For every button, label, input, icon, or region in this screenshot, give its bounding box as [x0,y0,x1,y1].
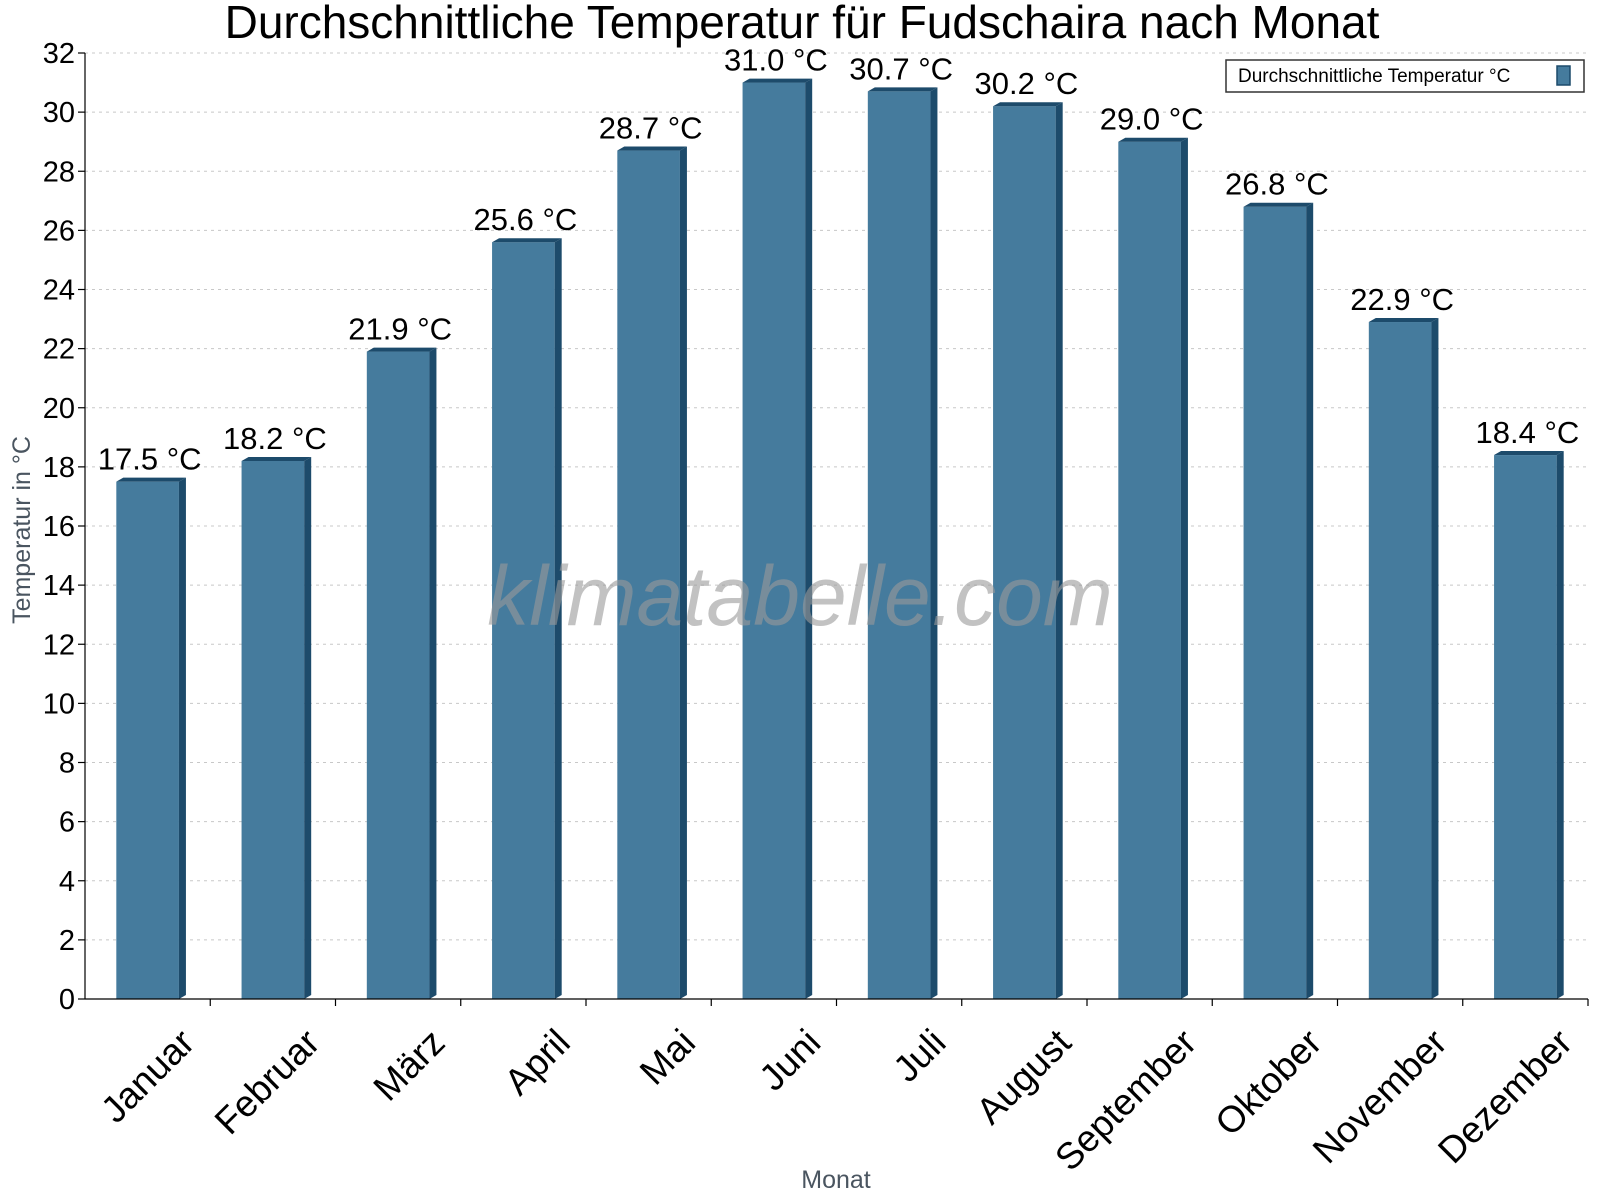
x-tick-label: April [497,1022,578,1103]
data-label: 18.2 °C [223,421,327,456]
bar [1118,141,1181,999]
data-label: 26.8 °C [1225,167,1329,202]
bar [366,351,430,999]
data-label: 30.7 °C [849,51,953,86]
data-label: 17.5 °C [98,442,202,477]
bar [1368,322,1432,999]
bar [993,106,1056,999]
legend: Durchschnittliche Temperatur °C [1225,59,1585,93]
data-label: 22.9 °C [1350,282,1454,317]
y-tick-label: 20 [43,393,75,425]
x-tick-label: Juni [751,1022,828,1099]
bar-top [1494,451,1564,456]
watermark-text: klimatabelle.com [487,549,1113,643]
y-tick-label: 12 [43,629,75,661]
data-label: 25.6 °C [474,202,578,237]
x-tick-label: März [365,1022,452,1109]
bar-top [241,456,312,461]
data-label: 30.2 °C [975,66,1079,101]
bar-top [366,347,437,352]
bar [492,242,555,999]
x-tick-label: Januar [93,1022,202,1131]
y-tick-label: 16 [43,511,75,543]
x-axis-title: Monat [801,1166,871,1194]
bar [742,82,806,999]
y-tick-label: 8 [59,748,75,780]
bar-side [1306,202,1314,1000]
y-tick-label: 0 [59,984,75,1016]
bar [1243,206,1307,1000]
bar-side [178,477,186,999]
y-tick-label: 4 [59,866,75,898]
bar-side [554,238,562,999]
bar-top [1368,318,1439,323]
bar-side [1055,102,1063,999]
y-tick-label: 2 [59,925,75,957]
data-label: 28.7 °C [599,111,703,146]
y-tick-label: 18 [43,452,75,484]
y-tick-label: 30 [43,97,75,129]
bar-side [805,78,813,999]
legend-box [1225,59,1585,93]
y-axis-title: Temperatur in °C [8,436,36,624]
x-tick-label: Dezember [1430,1022,1580,1172]
bar-top [993,102,1063,107]
gridlines [85,52,1588,941]
bar-side [1180,137,1188,999]
bar-top [1243,202,1314,207]
x-tick-label: Februar [207,1022,328,1143]
x-tick-label: Mai [632,1022,703,1093]
legend-swatch [1556,65,1571,86]
bar-side [1556,451,1564,999]
bar-side [930,87,938,999]
bar-top [1118,137,1188,142]
bar-top [116,477,186,482]
bar [867,91,931,999]
x-tick-label: Oktober [1207,1022,1329,1144]
y-tick-label: 32 [43,38,75,70]
x-tick-label: November [1305,1022,1455,1172]
bar [241,460,305,999]
y-tick-label: 24 [43,275,75,307]
data-label: 29.0 °C [1100,102,1204,137]
x-tick-label: Juli [885,1022,953,1090]
bar [617,150,680,999]
bar-top [492,238,562,243]
data-label: 31.0 °C [724,43,828,78]
data-label: 21.9 °C [348,312,452,347]
bar-side [1431,318,1439,999]
y-tick-label: 14 [43,570,75,602]
y-tick-label: 22 [43,334,75,366]
bar-top [867,87,938,92]
data-label: 18.4 °C [1476,415,1580,450]
bars [116,78,1564,1000]
bar-side [304,456,312,999]
legend-label: Durchschnittliche Temperatur °C [1238,66,1510,87]
bar [1494,455,1557,999]
bar-side [679,146,687,999]
y-tick-label: 26 [43,215,75,247]
chart-title: Durchschnittliche Temperatur für Fudscha… [225,0,1380,48]
bar [116,481,179,999]
y-tick-label: 6 [59,807,75,839]
y-tick-label: 28 [43,156,75,188]
bar-side [429,347,437,999]
x-tick-label: August [968,1021,1079,1132]
bar-top [742,78,813,83]
value-labels: 17.5 °C 18.2 °C 21.9 °C 25.6 °C 28.7 °C 31.0 … [98,43,1579,477]
bar-top [617,146,687,151]
y-tick-label: 10 [43,688,75,720]
